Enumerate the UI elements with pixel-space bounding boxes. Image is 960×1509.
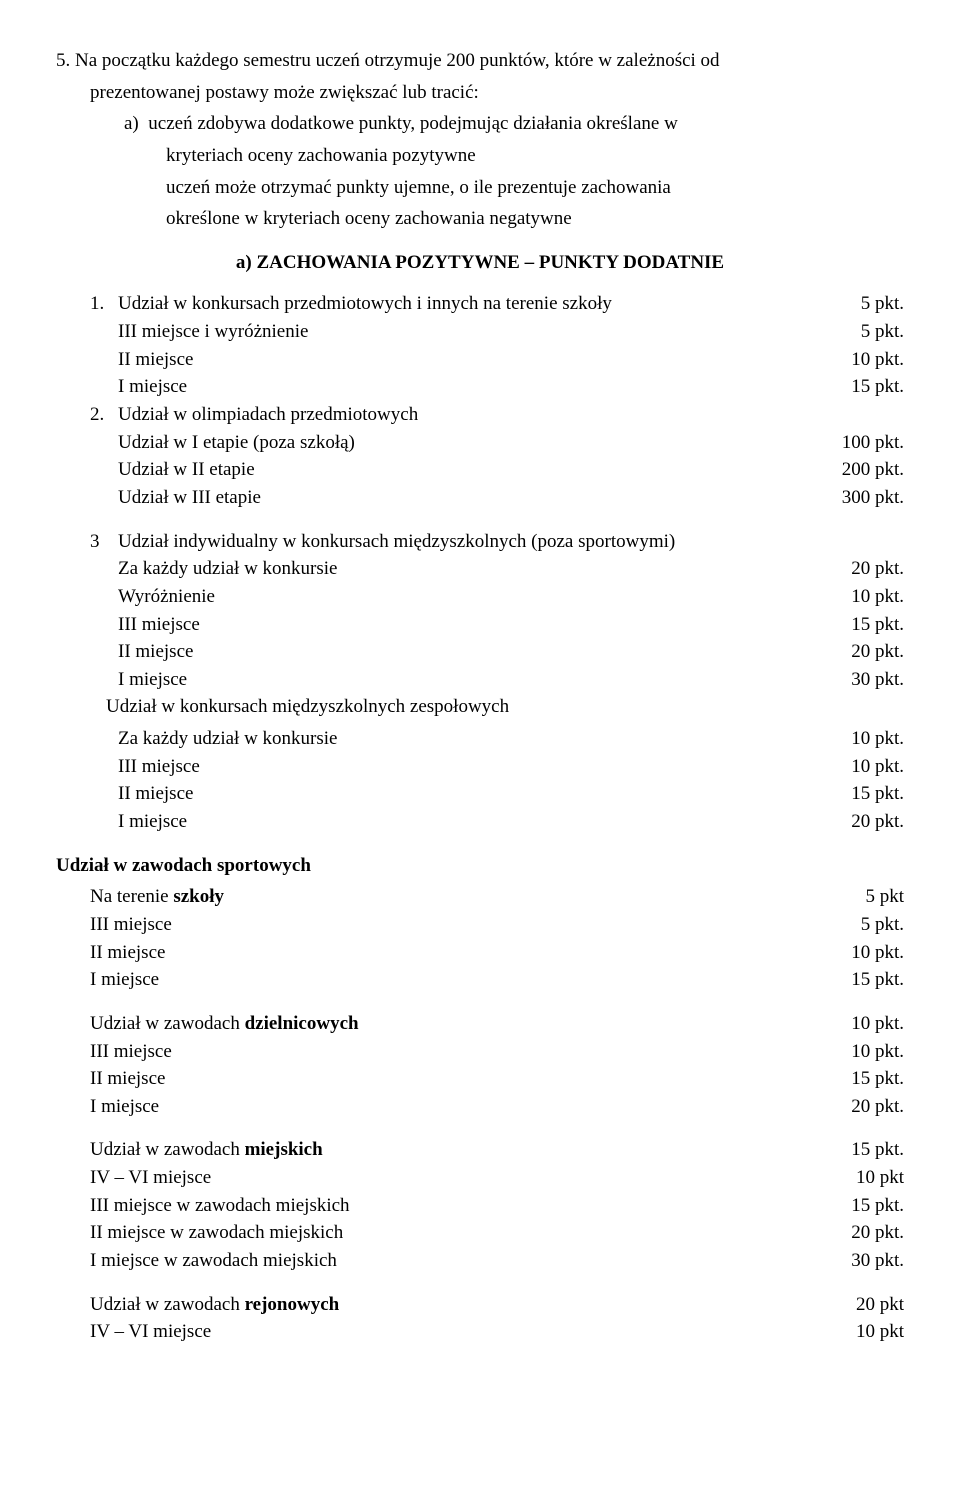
intro-a-text1: uczeń zdobywa dodatkowe punkty, podejmuj… [148,113,678,134]
item2-row: Udział w II etapie 200 pkt. [56,457,904,483]
item2-row: Udział w I etapie (poza szkołą) 100 pkt. [56,430,904,456]
item3-row: Za każdy udział w konkursie 10 pkt. [56,726,904,752]
sport-dzieln-title: Udział w zawodach dzielnicowych 10 pkt. [56,1011,904,1037]
sport-miejsk-row: IV – VI miejsce 10 pkt [56,1165,904,1191]
sport-school-row: I miejsce 15 pkt. [56,967,904,993]
item3-row: II miejsce 15 pkt. [56,781,904,807]
item3-row: III miejsce 15 pkt. [56,612,904,638]
sport-school-row: III miejsce 5 pkt. [56,912,904,938]
item3-row: III miejsce 10 pkt. [56,754,904,780]
sport-miejsk-row: II miejsce w zawodach miejskich 20 pkt. [56,1220,904,1246]
sport-rejon-title: Udział w zawodach rejonowych 20 pkt [56,1292,904,1318]
item2-num: 2. [90,402,118,428]
intro-line2: prezentowanej postawy może zwiększać lub… [56,80,904,106]
item3-title: Udział indywidualny w konkursach międzys… [118,529,675,555]
intro-text1: Na początku każdego semestru uczeń otrzy… [75,50,720,71]
item1: 1. Udział w konkursach przedmiotowych i … [56,291,904,317]
item1-title-val: 5 pkt. [861,291,904,317]
sport-heading: Udział w zawodach sportowych [56,853,904,879]
sport-school-row: II miejsce 10 pkt. [56,940,904,966]
item1-num: 1. [90,291,118,317]
item1-row: II miejsce 10 pkt. [56,347,904,373]
item1-row: I miejsce 15 pkt. [56,374,904,400]
intro-a-line2: kryteriach oceny zachowania pozytywne [56,143,904,169]
item1-title: Udział w konkursach przedmiotowych i inn… [118,291,612,317]
intro-num: 5. [56,50,70,71]
intro-a-line3: uczeń może otrzymać punkty ujemne, o ile… [56,175,904,201]
item3-row: Za każdy udział w konkursie 20 pkt. [56,556,904,582]
sport-dzieln-row: II miejsce 15 pkt. [56,1066,904,1092]
sport-miejsk-title: Udział w zawodach miejskich 15 pkt. [56,1137,904,1163]
item3-num: 3 [90,529,118,555]
item3-row: I miejsce 20 pkt. [56,809,904,835]
sport-dzieln-row: I miejsce 20 pkt. [56,1094,904,1120]
item1-row: III miejsce i wyróżnienie 5 pkt. [56,319,904,345]
sport-rejon-row: IV – VI miejsce 10 pkt [56,1319,904,1345]
intro-a-label: a) [124,113,139,134]
sport-miejsk-row: I miejsce w zawodach miejskich 30 pkt. [56,1248,904,1274]
sport-school-title: Na terenie szkoły 5 pkt [56,884,904,910]
item3-sub: Udział w konkursach międzyszkolnych zesp… [56,694,904,720]
item3-row: II miejsce 20 pkt. [56,639,904,665]
item2-title: Udział w olimpiadach przedmiotowych [118,402,418,428]
sport-miejsk-row: III miejsce w zawodach miejskich 15 pkt. [56,1193,904,1219]
item2: 2. Udział w olimpiadach przedmiotowych [56,402,904,428]
item2-row: Udział w III etapie 300 pkt. [56,485,904,511]
intro-line1: 5. Na początku każdego semestru uczeń ot… [56,48,904,74]
item3: 3 Udział indywidualny w konkursach międz… [56,529,904,555]
sport-dzieln-row: III miejsce 10 pkt. [56,1039,904,1065]
intro-a-line4: określone w kryteriach oceny zachowania … [56,206,904,232]
item3-row: Wyróżnienie 10 pkt. [56,584,904,610]
intro-a-line1: a) uczeń zdobywa dodatkowe punkty, podej… [56,111,904,137]
section-a-heading: a) ZACHOWANIA POZYTYWNE – PUNKTY DODATNI… [56,250,904,276]
item3-row: I miejsce 30 pkt. [56,667,904,693]
